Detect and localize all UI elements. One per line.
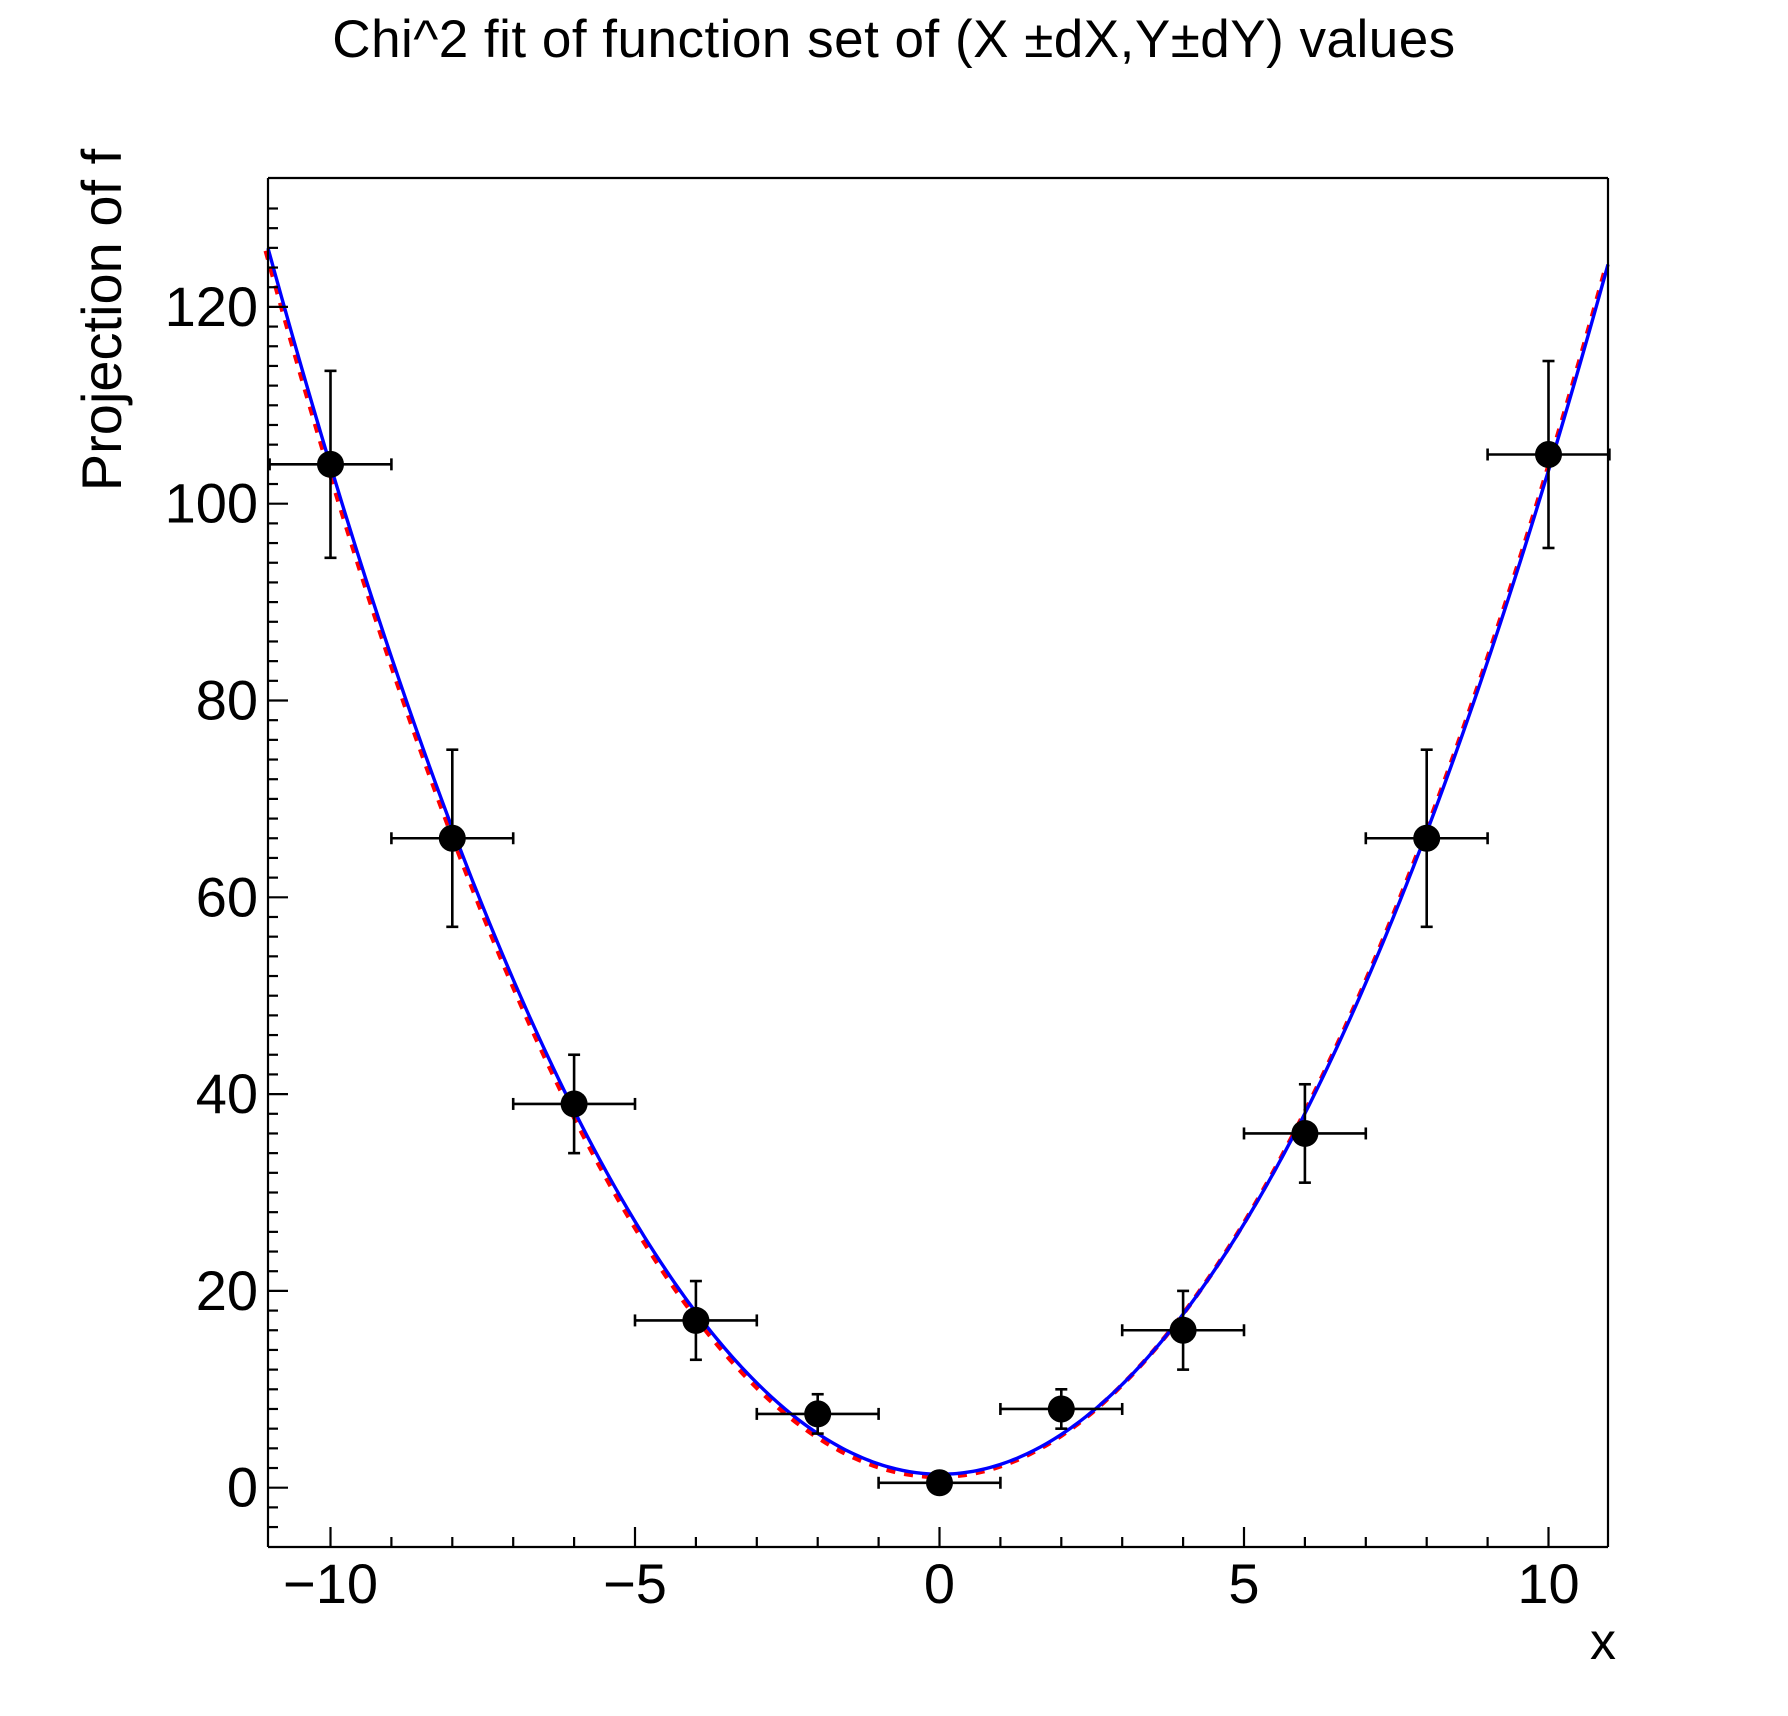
svg-text:100: 100 — [165, 472, 258, 535]
svg-text:5: 5 — [1228, 1552, 1259, 1615]
svg-text:20: 20 — [196, 1259, 258, 1322]
svg-text:40: 40 — [196, 1062, 258, 1125]
svg-text:x: x — [1590, 1613, 1616, 1671]
svg-text:60: 60 — [196, 865, 258, 928]
svg-text:120: 120 — [165, 275, 258, 338]
svg-text:80: 80 — [196, 669, 258, 732]
svg-text:Projection of f: Projection of f — [70, 148, 133, 491]
svg-text:0: 0 — [227, 1456, 258, 1519]
svg-text:−5: −5 — [603, 1552, 667, 1615]
svg-text:−10: −10 — [283, 1552, 378, 1615]
svg-text:0: 0 — [924, 1552, 955, 1615]
svg-text:10: 10 — [1517, 1552, 1579, 1615]
